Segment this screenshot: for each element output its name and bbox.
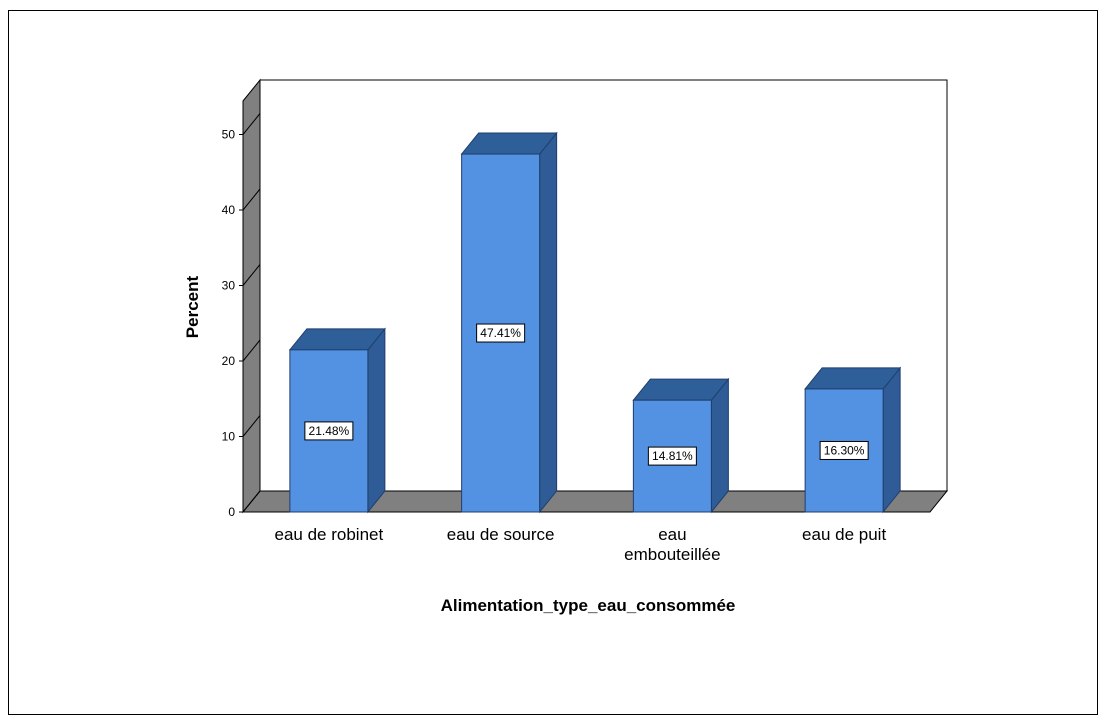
bar: 21.48%	[288, 327, 386, 514]
x-tick-label: eau embouteillée	[624, 525, 720, 564]
data-label: 16.30%	[824, 443, 865, 457]
x-tick-label: eau de puit	[802, 525, 886, 544]
data-label: 47.41%	[480, 326, 521, 340]
bar-side	[367, 327, 386, 514]
bar-top	[288, 328, 386, 351]
data-label: 21.48%	[309, 424, 350, 438]
bar-side	[882, 366, 901, 514]
y-axis: 0 10 20 30 40 50	[222, 113, 261, 519]
y-tick-label: 10	[222, 430, 236, 444]
bar: 14.81%	[632, 377, 730, 514]
x-tick-label: eau de robinet	[275, 525, 384, 544]
data-label: 14.81%	[652, 449, 693, 463]
x-axis: eau de robinet eau de source eau embouteill…	[275, 525, 887, 564]
bars: 21.48% 47.41% 14.81% 16.30%	[288, 131, 902, 514]
bar-top	[460, 132, 558, 155]
y-tick-label: 50	[222, 128, 236, 142]
y-tick-label: 40	[222, 203, 236, 217]
bar-side	[710, 377, 729, 514]
data-label-box	[647, 446, 697, 466]
y-tick-label: 20	[222, 354, 236, 368]
data-label-box	[476, 323, 526, 343]
bar: 16.30%	[804, 366, 902, 514]
x-tick-label: eau de source	[447, 525, 555, 544]
bar: 47.41%	[460, 131, 558, 514]
y-tick-label: 30	[222, 279, 236, 293]
x-axis-title: Alimentation_type_eau_consommée	[441, 596, 736, 615]
data-label-box	[819, 440, 869, 460]
y-tick-label: 0	[228, 505, 235, 519]
bar-side	[539, 131, 558, 514]
bar-top	[804, 367, 902, 390]
data-label-box	[304, 421, 354, 441]
bar-top	[632, 378, 730, 401]
chart-walls	[241, 78, 949, 514]
y-axis-title: Percent	[183, 275, 202, 338]
